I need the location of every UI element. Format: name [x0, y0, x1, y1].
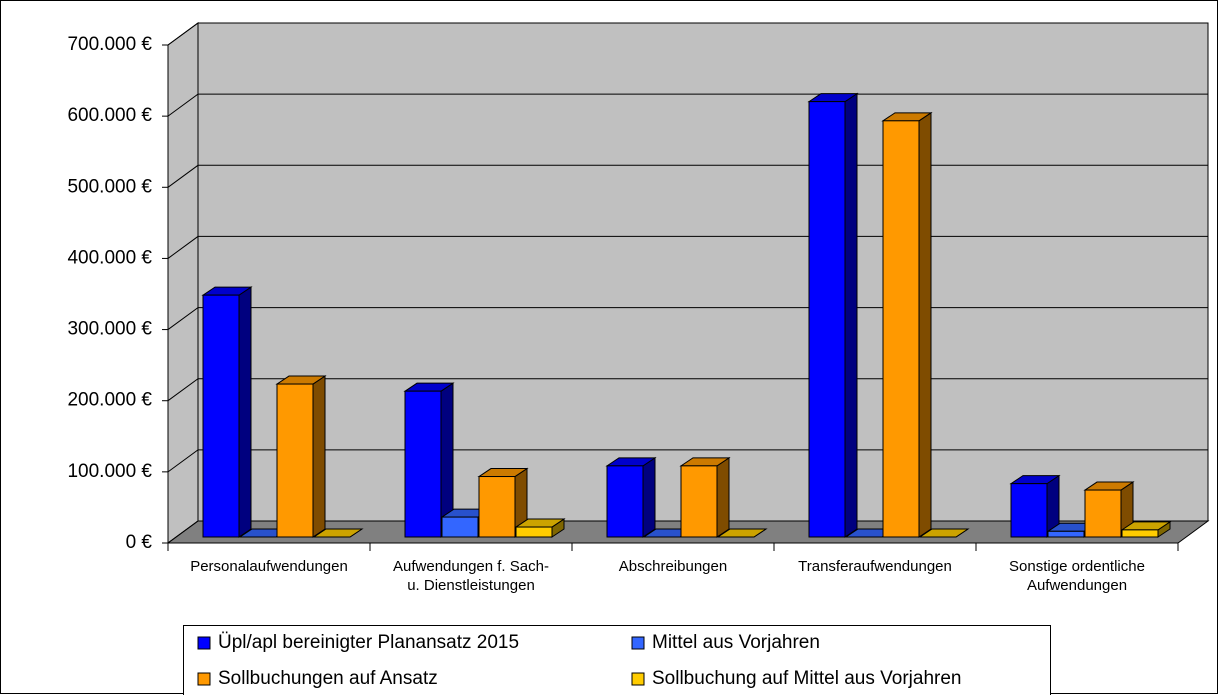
bar-front	[1121, 529, 1159, 538]
bar	[477, 467, 529, 538]
y-tick-label: 500.000 €	[67, 176, 152, 197]
bar	[1009, 474, 1061, 538]
bar-side-shade	[239, 287, 251, 537]
legend-swatch	[197, 672, 211, 686]
bar-side-shade	[845, 93, 857, 537]
bar-front	[276, 383, 314, 538]
bar	[642, 528, 694, 538]
y-tick-label: 200.000 €	[67, 390, 152, 411]
legend-label: Sollbuchungen auf Ansatz	[218, 668, 438, 689]
bar-top-shade	[607, 457, 655, 466]
legend-box	[183, 625, 1051, 695]
bar-side-shade	[643, 457, 655, 537]
bar-front	[680, 465, 718, 538]
bar	[514, 518, 566, 538]
bar-top	[312, 528, 364, 538]
bar	[312, 528, 364, 538]
bar-top-shade	[277, 376, 325, 385]
y-tick-label: 400.000 €	[67, 247, 152, 268]
y-tick-label: 0 €	[126, 532, 153, 553]
bar-top-shade	[644, 529, 692, 537]
bar-front	[808, 101, 846, 538]
y-tick-label: 700.000 €	[67, 34, 152, 55]
bar	[201, 286, 253, 538]
bar-front	[441, 516, 479, 538]
legend-label: Mittel aus Vorjahren	[652, 632, 820, 653]
bar-side-shade	[1047, 475, 1059, 537]
x-tick-label: Sonstige ordentliche Aufwendungen	[1009, 558, 1145, 594]
bar-top-shade	[405, 383, 453, 392]
bar	[605, 456, 657, 538]
bar-top-shade	[516, 519, 564, 528]
x-tick-label: Abschreibungen	[619, 558, 727, 575]
bar-front	[404, 390, 442, 538]
bar-side-shade	[515, 468, 527, 537]
bar-top	[918, 528, 970, 538]
grid-line	[167, 93, 1208, 117]
bar-top-shade	[883, 112, 931, 121]
grid-line	[167, 307, 1208, 330]
bar-top-shade	[240, 529, 288, 537]
legend-label: Sollbuchung auf Mittel aus Vorjahren	[652, 668, 961, 689]
bar-front	[1084, 489, 1122, 538]
bar-front	[606, 465, 644, 538]
bar-side-shade	[1121, 482, 1133, 537]
bar-side-shade	[552, 519, 564, 537]
bar-front	[515, 526, 553, 538]
legend-label: Üpl/apl bereinigter Planansatz 2015	[218, 632, 519, 653]
bar-front	[202, 294, 240, 538]
bar-front	[1010, 483, 1048, 538]
grid-line	[167, 164, 1208, 188]
bar	[679, 456, 731, 538]
bar-top-shade	[314, 529, 362, 537]
bar-top-shade	[920, 529, 968, 537]
grid-line	[167, 22, 1208, 46]
x-tick-label: Aufwendungen f. Sach-u. Dienstleistungen	[393, 558, 549, 594]
bar-top-shade	[681, 457, 729, 466]
y-tick-label: 300.000 €	[67, 319, 152, 340]
bar-top	[716, 528, 768, 538]
bar	[716, 528, 768, 538]
y-tick-label: 100.000 €	[67, 461, 152, 482]
bar-top-shade	[1085, 482, 1133, 491]
bar	[403, 382, 455, 538]
grid-line	[167, 449, 1208, 473]
bar-top-shade	[442, 509, 490, 518]
grid-line	[167, 520, 1208, 544]
bar	[1083, 481, 1135, 538]
bar-front	[882, 120, 920, 538]
bar-top-shade	[1122, 521, 1170, 530]
bar	[1120, 520, 1172, 538]
bar-top-shade	[809, 93, 857, 102]
back-wall	[197, 22, 1209, 522]
y-tick-label: 600.000 €	[67, 105, 152, 126]
grid-line	[167, 235, 1208, 259]
bar-front	[1047, 530, 1085, 538]
bar-top-shade	[1011, 475, 1059, 484]
bar-side-shade	[313, 376, 325, 537]
bar-top-shade	[479, 468, 527, 477]
legend-swatch	[197, 636, 211, 650]
bar	[918, 528, 970, 538]
bar-top-shade	[846, 529, 894, 537]
side-wall	[167, 22, 199, 544]
bar	[881, 111, 933, 538]
legend-swatch	[631, 672, 645, 686]
bar-top-shade	[203, 287, 251, 296]
grid-line	[167, 378, 1208, 402]
legend-swatch	[631, 636, 645, 650]
bar-front	[478, 476, 516, 538]
bar-side-shade	[919, 112, 931, 538]
bar	[807, 92, 859, 538]
x-tick-label: Transferaufwendungen	[798, 558, 952, 575]
bar-side-shade	[717, 457, 729, 537]
x-tick-label: Personalaufwendungen	[190, 558, 348, 575]
bar-side-shade	[1158, 521, 1170, 537]
bar-side-shade	[441, 383, 453, 537]
bar-top-shade	[718, 529, 766, 537]
bar	[275, 375, 327, 538]
bar-top-shade	[1048, 523, 1096, 532]
